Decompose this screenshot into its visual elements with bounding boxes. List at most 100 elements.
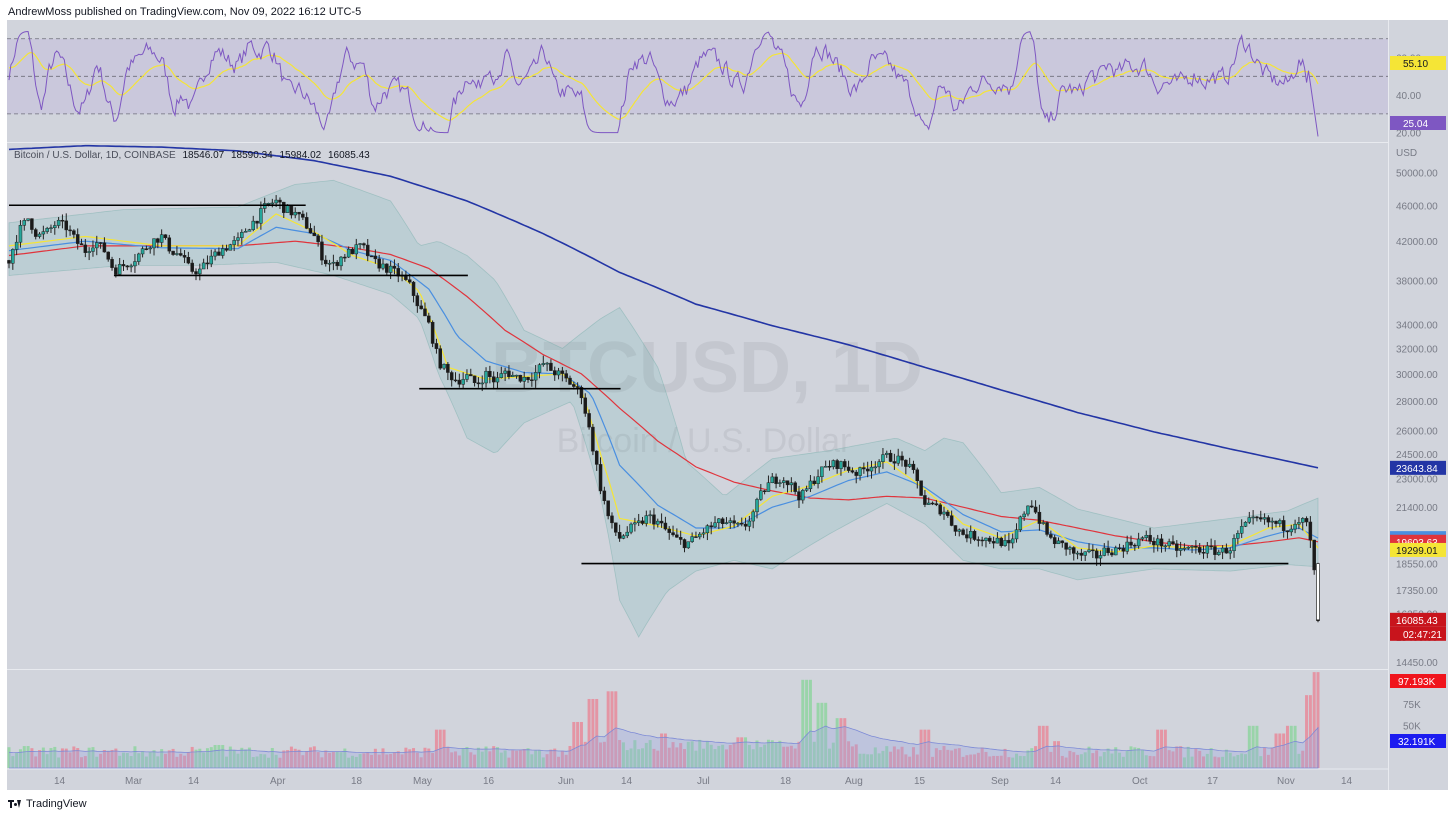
candle-body [919, 480, 923, 496]
candle-body [68, 229, 72, 232]
candle-body [331, 261, 336, 264]
volume-bar [1056, 741, 1060, 768]
volume-bar [415, 752, 419, 768]
candle-body [785, 480, 790, 486]
candle-body [1018, 516, 1023, 530]
volume-bar [1144, 755, 1148, 768]
volume-bar [163, 753, 167, 768]
volume-bar [957, 748, 961, 768]
candle-body [926, 502, 931, 505]
volume-bar [904, 754, 908, 768]
candle-body [816, 476, 820, 484]
volume-bar [568, 745, 572, 768]
volume-bar [782, 746, 786, 768]
volume-bar [973, 754, 977, 768]
volume-bar [778, 740, 782, 768]
rsi-last-value-badge-0 [1390, 56, 1446, 70]
volume-bar [205, 748, 209, 768]
volume-bar [759, 747, 763, 768]
volume-bar [751, 749, 755, 768]
candle-body [377, 258, 381, 269]
volume-bar [988, 756, 992, 768]
candle-body [781, 480, 786, 483]
volume-bar [64, 748, 68, 768]
volume-last-value-label-0: 97.193K [1398, 677, 1436, 688]
candle-body [770, 476, 775, 483]
volume-bar [454, 751, 458, 768]
volume-bar [423, 747, 427, 768]
candle-body [507, 370, 511, 378]
candle-body [545, 362, 549, 365]
volume-bar [766, 739, 770, 768]
volume-bar [953, 748, 957, 768]
tradingview-logo-icon [8, 799, 22, 809]
candle-body [678, 537, 683, 540]
rsi-tick-label-2: 20.00 [1396, 129, 1421, 140]
price-last-value-label-3: 19299.01 [1396, 546, 1438, 557]
candle-body [823, 466, 828, 468]
volume-bar [137, 753, 141, 768]
volume-bar [816, 702, 820, 768]
volume-bar [1102, 752, 1106, 768]
volume-bar [1270, 747, 1274, 768]
candle-body [354, 244, 359, 255]
candle-body [438, 348, 442, 369]
candle-body [930, 502, 935, 505]
candle-body [1068, 547, 1072, 550]
candle-body [1194, 546, 1198, 548]
footer-brand[interactable]: TradingView [8, 798, 87, 810]
time-tick-label-9: Jul [697, 776, 710, 787]
volume-bar [740, 737, 744, 768]
candle-body [705, 525, 710, 534]
price-tick-label-10: 23000.00 [1396, 475, 1438, 486]
ohlc-open: 18546.07 [182, 150, 225, 161]
volume-bar [591, 698, 595, 768]
volume-bar [431, 752, 435, 768]
candle-body [1083, 551, 1087, 556]
candle-body [1117, 547, 1122, 550]
volume-bar [72, 746, 76, 768]
candle-body [362, 243, 366, 246]
volume-bar [26, 746, 30, 768]
candle-body [843, 461, 847, 468]
volume-bar [618, 740, 622, 768]
candle-body [312, 232, 317, 237]
volume-bar [1217, 757, 1221, 768]
candle-body [472, 375, 477, 383]
volume-last-value-badge-0 [1390, 674, 1446, 688]
candle-body [1003, 540, 1007, 546]
price-axis-separator [1388, 20, 1389, 790]
price-last-value-label-4: 16085.43 [1396, 616, 1438, 627]
candle-body [518, 374, 523, 382]
volume-bar [377, 754, 381, 768]
volume-bar [709, 744, 713, 768]
volume-bar [625, 750, 629, 768]
volume-bar [698, 739, 702, 768]
symbol-title: Bitcoin / U.S. Dollar, 1D, COINBASE [14, 150, 176, 161]
rsi-pane-separator[interactable] [7, 142, 1388, 143]
candle-body [743, 523, 748, 527]
candle-body [411, 281, 416, 296]
volume-bar [660, 733, 664, 768]
volume-bar [843, 718, 847, 768]
candle-body [259, 208, 263, 224]
volume-pane-separator[interactable] [7, 669, 1388, 670]
candle-body [1300, 518, 1305, 523]
candle-body [140, 248, 145, 255]
volume-bar [1026, 750, 1030, 768]
volume-bar [885, 746, 889, 768]
candle-body [148, 247, 152, 250]
candle-body [171, 250, 175, 255]
candle-body [415, 295, 420, 307]
volume-bar [125, 752, 129, 768]
candle-body [812, 480, 816, 484]
symbol-legend[interactable]: Bitcoin / U.S. Dollar, 1D, COINBASE 1854… [14, 150, 374, 161]
volume-bar [209, 747, 213, 768]
candle-body [1091, 549, 1095, 552]
candle-body [266, 202, 271, 205]
candle-body [713, 522, 717, 528]
rsi-last-value-label-0: 55.10 [1403, 59, 1428, 70]
volume-bar [289, 746, 293, 768]
